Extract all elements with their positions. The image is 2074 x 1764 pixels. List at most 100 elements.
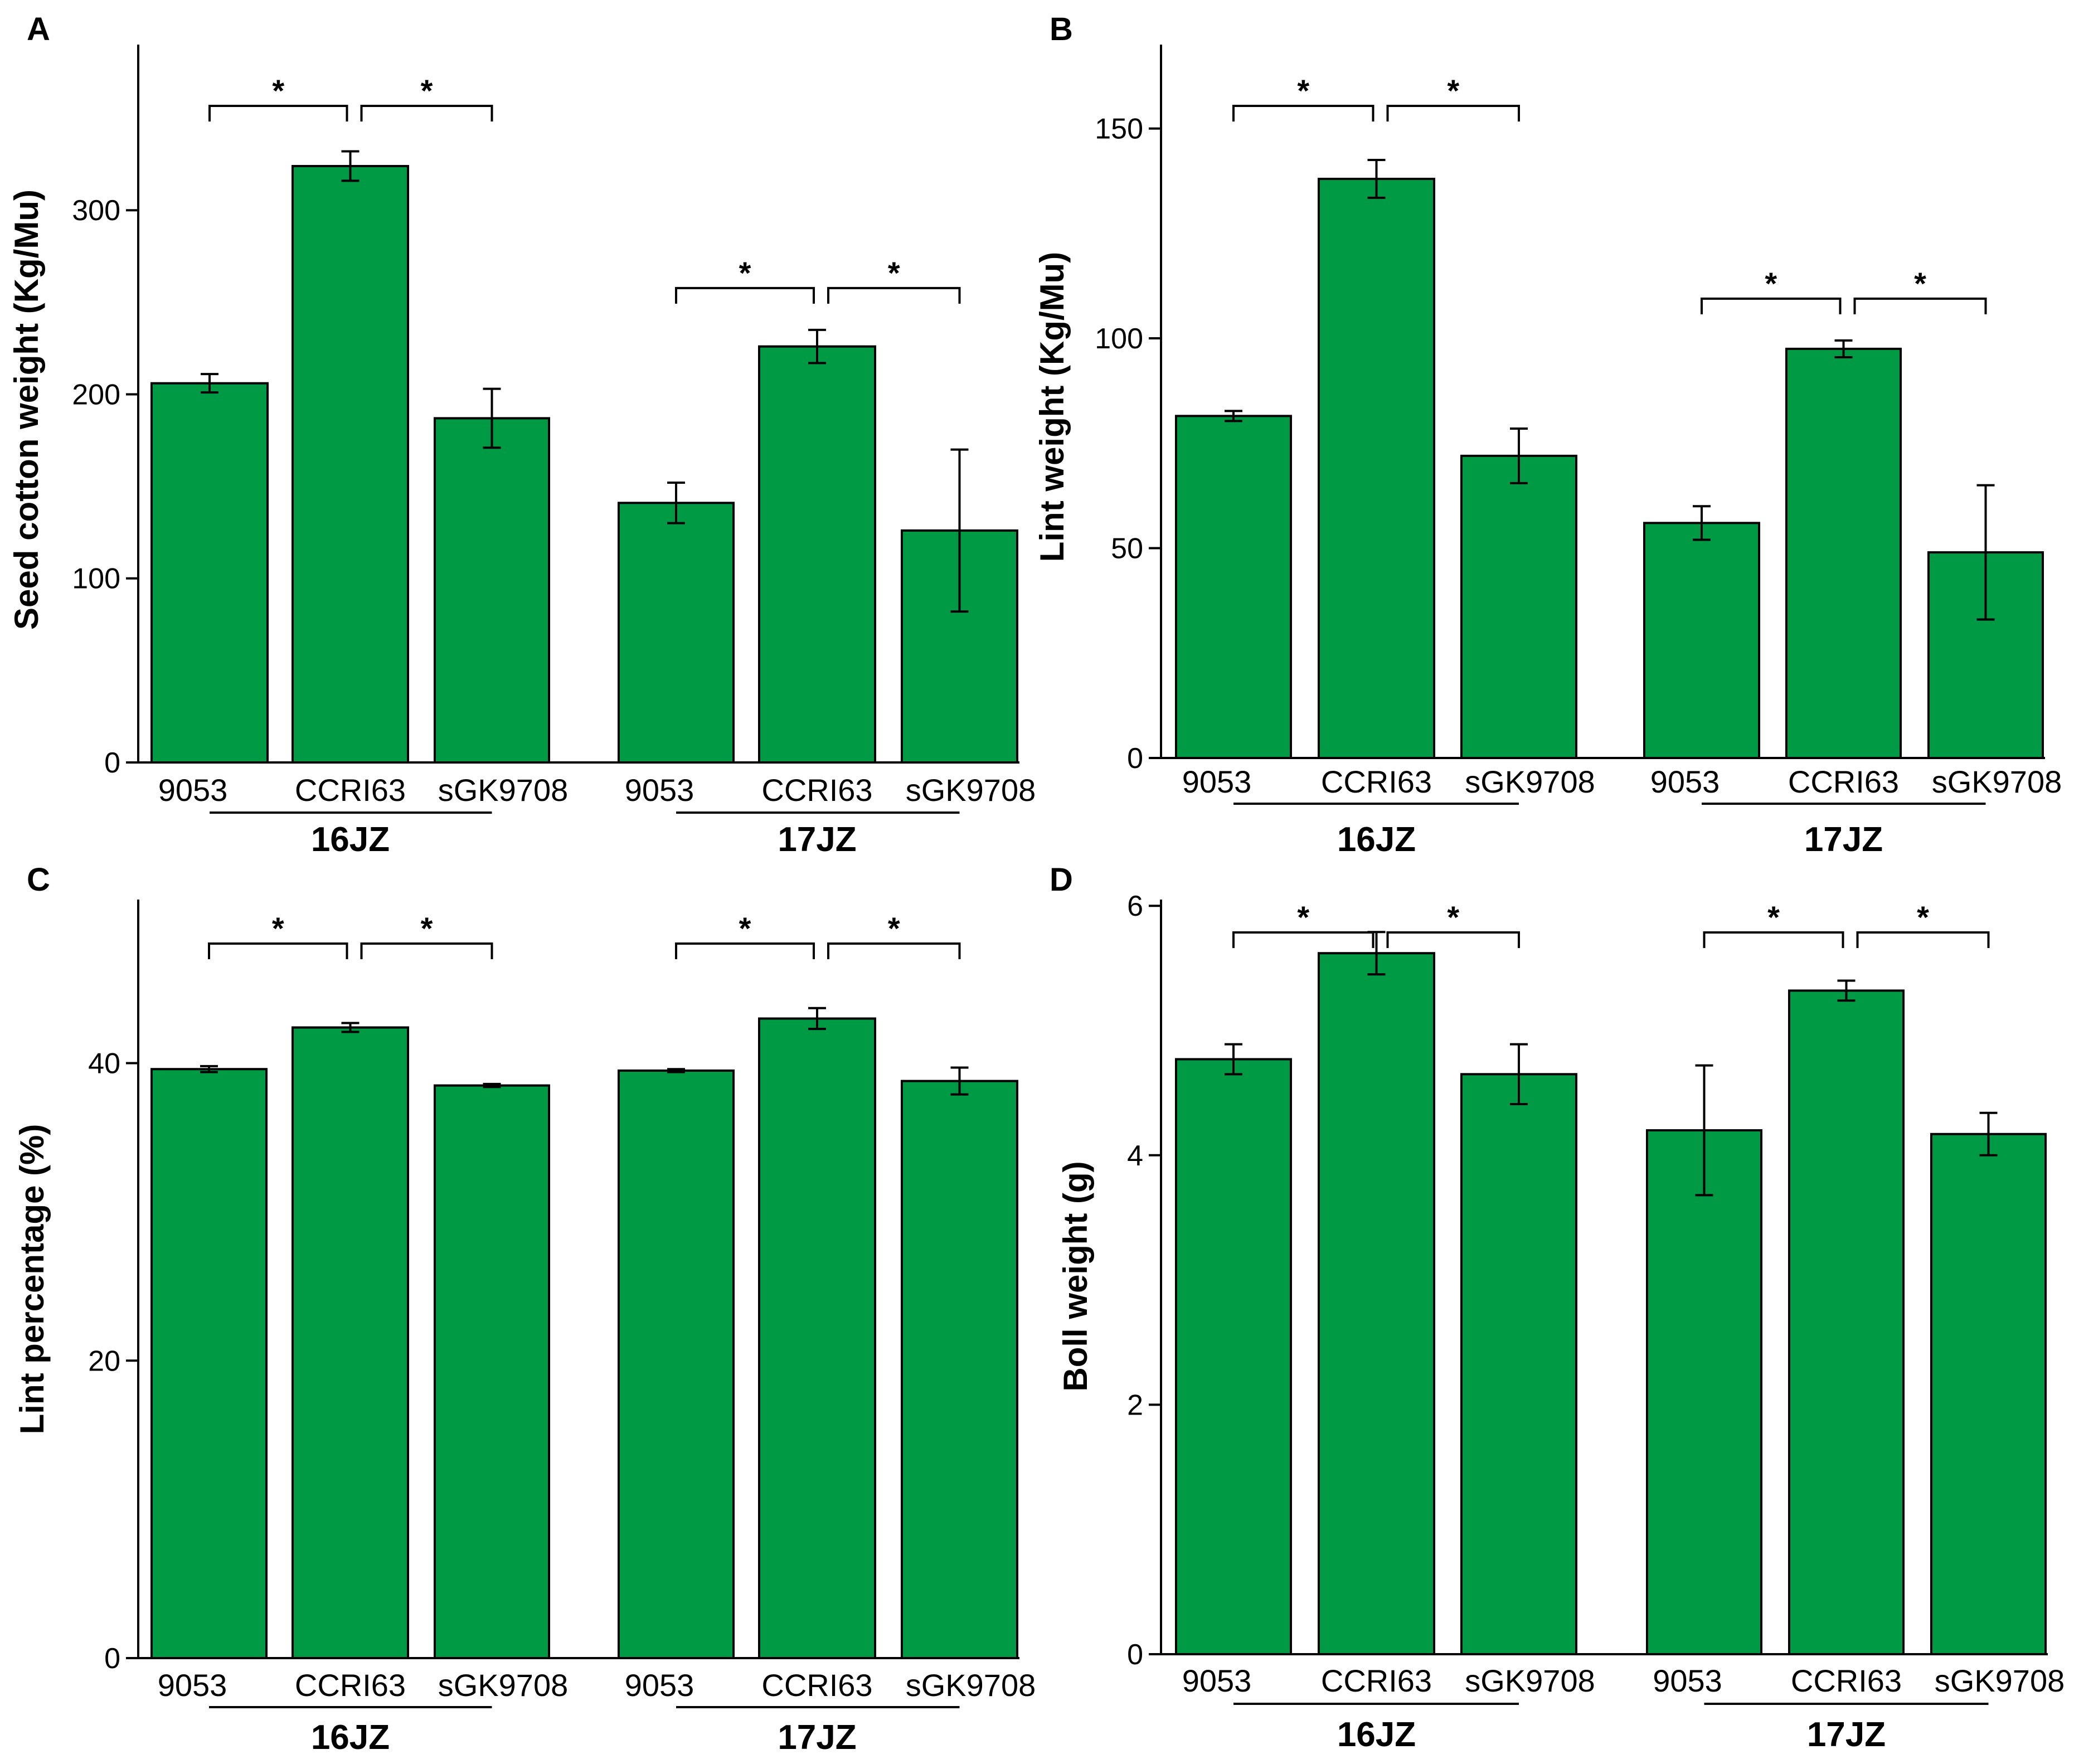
significance-bracket [675, 942, 815, 959]
category-label: 9053 [625, 1668, 694, 1703]
y-tick-label: 100 [72, 563, 120, 595]
panel-c: C 0 20 40 Lint percentage (%) 9053 CCRI63 sGK97… [13, 862, 1036, 1757]
bar [1460, 454, 1577, 759]
category-label: 9053 [1182, 764, 1252, 799]
y-tick-label: 300 [72, 195, 120, 227]
significance-star: * [1297, 900, 1309, 935]
bar [292, 1026, 409, 1659]
group-label: 16JZ [1337, 1716, 1416, 1754]
bar [758, 1017, 876, 1659]
significance-bracket [827, 286, 961, 304]
category-label: sGK9708 [438, 772, 569, 808]
panel-d: D 0 2 4 6 Boll weight (g) 9053 CCRI63 sGK9708 16J… [1050, 862, 2065, 1754]
bar [758, 345, 876, 764]
category-label: 9053 [158, 1668, 227, 1703]
category-label: 9053 [1653, 1663, 1722, 1698]
bar [1788, 989, 1905, 1655]
panel-letter: A [27, 11, 50, 47]
significance-bracket [1853, 297, 1987, 314]
group-label: 16JZ [311, 1718, 390, 1757]
significance-star: * [888, 255, 900, 290]
bar [150, 1068, 268, 1659]
panel-letter: D [1050, 862, 1073, 898]
category-label: sGK9708 [1465, 764, 1595, 799]
significance-bracket [1701, 297, 1842, 314]
bar [618, 1069, 735, 1659]
y-tick-label: 40 [88, 1048, 120, 1080]
significance-bracket [208, 105, 348, 122]
y-tick-label: 20 [88, 1345, 120, 1377]
significance-star: * [1447, 900, 1459, 935]
bar [901, 1080, 1018, 1659]
significance-bracket [360, 105, 493, 122]
significance-bracket [1856, 931, 1990, 948]
category-label: CCRI63 [761, 772, 872, 808]
y-tick-label: 50 [1111, 533, 1143, 565]
significance-star: * [739, 911, 751, 946]
significance-star: * [421, 73, 433, 108]
significance-star: * [1914, 266, 1926, 301]
group-label: 17JZ [1807, 1716, 1886, 1754]
bar [434, 1084, 550, 1659]
y-tick-label: 6 [1127, 890, 1143, 922]
y-tick-label: 0 [104, 747, 120, 779]
y-tick-label: 200 [72, 378, 120, 411]
significance-star: * [1447, 73, 1459, 108]
bar [1175, 415, 1292, 759]
significance-star: * [1765, 266, 1777, 301]
significance-bracket [675, 286, 815, 304]
category-label: CCRI63 [295, 772, 406, 808]
category-label: CCRI63 [1321, 764, 1432, 799]
group-label: 17JZ [1804, 820, 1883, 859]
category-label: sGK9708 [1465, 1663, 1595, 1698]
category-label: sGK9708 [1935, 1663, 2065, 1698]
y-tick-label: 150 [1095, 113, 1143, 145]
category-label: CCRI63 [1791, 1663, 1902, 1698]
bar [292, 164, 409, 764]
significance-bracket [1703, 931, 1844, 948]
panel-letter: B [1050, 11, 1073, 47]
bar [1318, 177, 1435, 759]
category-label: 9053 [158, 772, 228, 808]
bar [1460, 1073, 1577, 1655]
category-label: CCRI63 [1788, 764, 1899, 799]
y-tick-label: 0 [1127, 1639, 1143, 1671]
y-tick-label: 2 [1127, 1389, 1143, 1421]
category-label: sGK9708 [906, 1668, 1036, 1703]
bar [434, 417, 550, 764]
significance-bracket [360, 942, 493, 959]
significance-star: * [739, 255, 751, 290]
panel-a: A 0 100 200 300 Seed cotton weight (Kg/Mu) 905… [8, 11, 1036, 859]
significance-star: * [421, 911, 433, 946]
category-label: CCRI63 [295, 1668, 406, 1703]
significance-bracket [208, 942, 348, 959]
panel-letter: C [27, 862, 50, 898]
bar [618, 502, 735, 764]
y-axis-label: Boll weight (g) [1057, 1161, 1094, 1391]
significance-star: * [1767, 900, 1780, 935]
bar [1646, 1129, 1762, 1655]
group-label: 16JZ [1337, 820, 1416, 859]
panel-b: B 0 50 100 150 Lint weight (Kg/Mu) 9053 CCRI63 s… [1033, 11, 2062, 859]
bar [1643, 522, 1760, 760]
significance-bracket [827, 942, 961, 959]
category-label: 9053 [1650, 764, 1720, 799]
y-axis-label: Lint weight (Kg/Mu) [1033, 252, 1071, 562]
category-label: sGK9708 [438, 1668, 569, 1703]
category-label: CCRI63 [761, 1668, 872, 1703]
significance-bracket [1386, 931, 1520, 948]
group-label: 17JZ [778, 820, 856, 859]
category-label: CCRI63 [1321, 1663, 1432, 1698]
significance-bracket [1232, 931, 1374, 948]
category-label: sGK9708 [906, 772, 1036, 808]
y-axis-label: Lint percentage (%) [13, 1124, 51, 1435]
group-label: 16JZ [311, 820, 390, 859]
significance-star: * [1917, 900, 1929, 935]
bar [150, 382, 269, 764]
bar [1318, 952, 1435, 1655]
significance-star: * [888, 911, 900, 946]
group-label: 17JZ [778, 1718, 856, 1757]
y-tick-label: 0 [104, 1642, 120, 1675]
y-tick-label: 4 [1127, 1140, 1143, 1172]
